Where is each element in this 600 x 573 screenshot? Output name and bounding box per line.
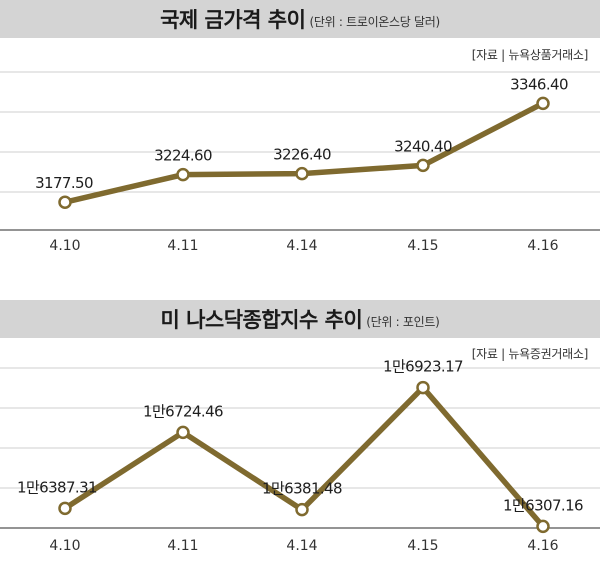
gold-point-4.10 (58, 195, 72, 209)
gold-data-label: 3240.40 (394, 137, 452, 155)
gold-source-note: [자료 | 뉴욕상품거래소] (471, 48, 589, 62)
nasdaq-point-4.16 (536, 519, 550, 534)
nasdaq-chart-unit: (단위 : 포인트) (366, 314, 440, 329)
gold-x-tick-label: 4.14 (286, 238, 317, 254)
nasdaq-x-tick-label: 4.14 (286, 538, 317, 554)
gold-title-bar: 국제 금가격 추이 (단위 : 트로이온스당 달러) (0, 0, 600, 38)
nasdaq-data-label: 1만6387.31 (17, 478, 97, 496)
gold-line-chart: 3177.50 3224.60 3226.40 3240.40 3346.40 4.10 4… (0, 71, 600, 254)
gold-x-tick-label: 4.16 (527, 238, 558, 254)
gold-x-tick-label: 4.15 (407, 238, 438, 254)
gold-data-label: 3177.50 (35, 174, 93, 192)
gold-point-4.14 (295, 166, 309, 181)
gold-x-tick-label: 4.10 (49, 238, 80, 254)
gold-chart-unit: (단위 : 트로이온스당 달러) (309, 14, 440, 29)
nasdaq-point-4.15 (416, 380, 430, 395)
nasdaq-x-tick-label: 4.10 (49, 538, 80, 554)
nasdaq-point-4.11 (176, 425, 190, 440)
nasdaq-data-label: 1만6307.16 (503, 496, 583, 514)
gold-data-label: 3226.40 (273, 146, 331, 164)
nasdaq-title-bar: 미 나스닥종합지수 추이 (단위 : 포인트) (0, 300, 600, 338)
nasdaq-data-label: 1만6923.17 (383, 358, 463, 376)
nasdaq-chart-title: 미 나스닥종합지수 추이 (160, 308, 363, 332)
nasdaq-data-label: 1만6724.46 (143, 402, 223, 420)
nasdaq-point-4.14 (295, 502, 309, 517)
gold-point-4.11 (176, 167, 190, 182)
nasdaq-source-note: [자료 | 뉴욕증권거래소] (471, 347, 589, 361)
nasdaq-x-tick-label: 4.16 (527, 538, 558, 554)
gold-chart-title: 국제 금가격 추이 (160, 8, 306, 32)
nasdaq-line-chart: 1만6387.31 1만6724.46 1만6381.48 1만6923.17 1만63… (0, 358, 600, 554)
gold-point-4.16 (536, 96, 550, 111)
gold-point-4.15 (416, 158, 430, 173)
gold-data-label: 3346.40 (510, 75, 568, 93)
gold-data-label: 3224.60 (154, 147, 212, 165)
gold-x-tick-label: 4.11 (167, 238, 198, 254)
nasdaq-point-4.10 (58, 501, 72, 516)
nasdaq-x-tick-label: 4.15 (407, 538, 438, 554)
nasdaq-data-label: 1만6381.48 (262, 480, 342, 498)
nasdaq-x-tick-label: 4.11 (167, 538, 198, 554)
